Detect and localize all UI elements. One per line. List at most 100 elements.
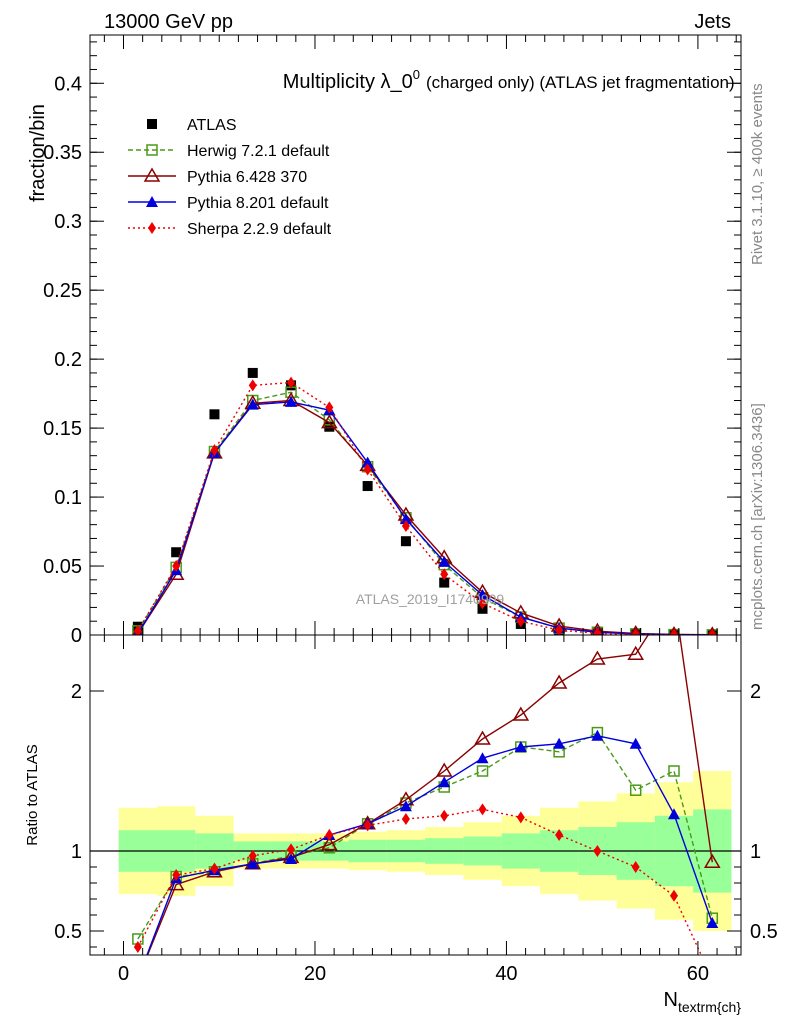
header-jets-label: Jets <box>694 11 731 33</box>
ratio-point-sherpa-2-2-9-default <box>669 889 678 902</box>
main-point-pythia-8-201-default <box>399 513 412 525</box>
ratio-point-pythia-6-428-370 <box>435 762 453 777</box>
main-point-sherpa-2-2-9-default <box>133 624 142 635</box>
ratio-line-pythia-6-428-370 <box>146 635 713 955</box>
ratio-point-pythia-8-201-default <box>132 973 144 984</box>
main-y-tick-label: 0.1 <box>54 487 82 509</box>
ratio-y-tick-label-right: 1 <box>750 841 761 863</box>
legend-entry-pythia-8-201-default: Pythia 8.201 default <box>128 195 329 212</box>
legend: ATLAS Herwig 7.2.1 default Pythia 6.428 37… <box>128 117 332 238</box>
main-y-tick-label: 0.2 <box>54 349 82 371</box>
ratio-point-pythia-8-201-default <box>399 800 412 812</box>
x-tick-label: 40 <box>495 963 517 985</box>
main-point-sherpa-2-2-9-default <box>555 624 564 635</box>
ratio-panel: 0.5 0.5 1 1 2 2 0 20 40 60 Ratio to ATLAS Ntextr… <box>24 634 778 1015</box>
legend-entry-atlas: ATLAS <box>147 117 237 134</box>
ratio-point-pythia-8-201-default <box>706 917 719 928</box>
ratio-point-pythia-8-201-default <box>246 857 259 869</box>
main-point-sherpa-2-2-9-default <box>631 628 640 635</box>
legend-entry-pythia-6-428-370: Pythia 6.428 370 <box>128 167 307 186</box>
legend-marker <box>143 167 161 182</box>
main-point-sherpa-2-2-9-default <box>669 628 678 635</box>
ratio-point-pythia-8-201-default <box>591 729 604 741</box>
legend-entry-herwig-7-2-1-default: Herwig 7.2.1 default <box>128 143 330 160</box>
main-title-rest: (charged only) (ATLAS jet fragmentation) <box>426 73 735 92</box>
main-y-tick-label: 0.35 <box>43 142 82 164</box>
main-watermark: ATLAS_2019_I1740909 <box>356 591 505 607</box>
main-point-atlas <box>247 367 258 378</box>
main-point-sherpa-2-2-9-default <box>440 568 449 581</box>
main-point-sherpa-2-2-9-default <box>325 401 334 414</box>
ratio-point-sherpa-2-2-9-default <box>248 849 257 862</box>
main-point-pythia-6-428-370 <box>707 626 718 635</box>
main-line-pythia-8-201-default <box>137 401 713 635</box>
main-point-pythia-6-428-370 <box>321 414 338 429</box>
ratio-point-pythia-8-201-default <box>438 776 451 788</box>
main-point-atlas <box>171 547 182 558</box>
main-point-atlas <box>209 409 220 420</box>
ratio-y-tick-label: 0.5 <box>54 921 82 943</box>
ratio-point-sherpa-2-2-9-default <box>133 941 142 953</box>
rivet-version-label: Rivet 3.1.10, ≥ 400k events <box>749 83 766 265</box>
ratio-point-sherpa-2-2-9-default <box>708 973 716 985</box>
legend-entry-sherpa-2-2-9-default: Sherpa 2.2.9 default <box>128 221 332 238</box>
ratio-point-pythia-8-201-default <box>553 737 566 749</box>
ratio-point-pythia-6-428-370 <box>512 706 530 721</box>
legend-marker <box>147 119 157 129</box>
x-axis-label: Ntextrm{ch} <box>664 989 742 1015</box>
main-point-pythia-8-201-default <box>285 395 298 407</box>
ratio-y-tick-label-right: 0.5 <box>750 921 778 943</box>
ratio-point-sherpa-2-2-9-default <box>478 803 487 816</box>
ratio-point-sherpa-2-2-9-default <box>401 813 410 825</box>
x-axis-label-sub: textrm{ch} <box>678 999 741 1015</box>
main-point-sherpa-2-2-9-default <box>516 615 525 628</box>
ratio-y-tick-label-right: 2 <box>750 681 761 703</box>
ratio-point-sherpa-2-2-9-default <box>593 845 602 857</box>
ratio-point-sherpa-2-2-9-default <box>631 861 640 873</box>
main-point-sherpa-2-2-9-default <box>172 560 181 573</box>
ratio-point-sherpa-2-2-9-default <box>210 862 219 875</box>
main-y-axis-label: fraction/bin <box>27 104 49 202</box>
ratio-point-sherpa-2-2-9-default <box>363 819 372 832</box>
main-panel: 0 0.05 0.1 0.15 0.2 0.25 0.3 0.35 0.4 ATLAS_2019… <box>27 34 742 647</box>
legend-label: ATLAS <box>187 117 237 134</box>
main-point-pythia-8-201-default <box>476 589 489 600</box>
main-point-sherpa-2-2-9-default <box>210 444 219 457</box>
ratio-point-pythia-8-201-default <box>476 752 489 764</box>
main-line-sherpa-2-2-9-default <box>137 381 713 635</box>
ratio-point-herwig-7-2-1-default <box>668 765 680 777</box>
main-point-sherpa-2-2-9-default <box>248 379 257 392</box>
main-point-sherpa-2-2-9-default <box>287 376 296 389</box>
legend-marker <box>146 196 158 207</box>
main-point-pythia-8-201-default <box>361 456 374 468</box>
x-axis-label-main: N <box>664 989 678 1011</box>
main-point-atlas <box>362 481 373 492</box>
main-point-atlas <box>324 421 335 432</box>
ratio-point-sherpa-2-2-9-default <box>440 809 449 822</box>
header-energy-label: 13000 GeV pp <box>104 11 233 33</box>
ratio-point-sherpa-2-2-9-default <box>555 829 564 841</box>
ratio-point-herwig-7-2-1-default <box>629 784 642 796</box>
main-point-sherpa-2-2-9-default <box>478 597 487 610</box>
legend-marker <box>146 144 158 156</box>
main-point-pythia-8-201-default <box>246 398 259 410</box>
ratio-point-sherpa-2-2-9-default <box>516 811 525 824</box>
main-series-sherpa-2-2-9-default <box>133 376 717 635</box>
ratio-point-sherpa-2-2-9-default <box>287 843 296 856</box>
main-y-tick-label: 0 <box>71 625 82 647</box>
ratio-point-pythia-8-201-default <box>514 741 527 752</box>
main-y-tick-label: 0.05 <box>43 556 82 578</box>
ratio-point-pythia-6-428-370 <box>131 972 145 984</box>
ratio-point-sherpa-2-2-9-default <box>325 829 334 841</box>
x-tick-label: 0 <box>118 963 129 985</box>
ratio-y-axis-label: Ratio to ATLAS <box>24 744 41 845</box>
x-tick-label: 20 <box>304 963 326 985</box>
ratio-point-pythia-6-428-370 <box>550 674 568 689</box>
main-point-pythia-6-428-370 <box>668 625 680 635</box>
legend-label: Pythia 8.201 default <box>187 195 329 212</box>
x-tick-label: 60 <box>687 963 709 985</box>
main-point-pythia-6-428-370 <box>590 622 605 635</box>
ratio-point-pythia-6-428-370 <box>321 836 338 851</box>
main-y-tick-label: 0.25 <box>43 280 82 302</box>
legend-label: Sherpa 2.2.9 default <box>187 221 332 238</box>
